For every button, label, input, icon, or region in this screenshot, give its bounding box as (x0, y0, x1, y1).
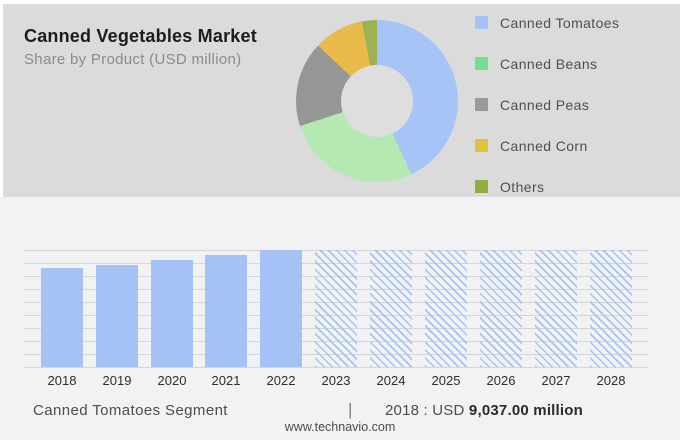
legend-swatch-icon (475, 98, 488, 111)
donut-chart (296, 20, 458, 182)
x-tick-2019: 2019 (102, 373, 132, 388)
legend-item-others: Others (475, 178, 619, 195)
bar-2024 (370, 250, 412, 367)
bar-2019 (96, 265, 138, 367)
bar-2020 (151, 260, 193, 367)
x-tick-2026: 2026 (486, 373, 516, 388)
x-tick-2027: 2027 (541, 373, 571, 388)
bar-2026 (480, 250, 522, 367)
legend-label: Canned Beans (500, 55, 598, 72)
segment-label: Canned Tomatoes Segment (33, 402, 228, 419)
x-tick-2024: 2024 (376, 373, 406, 388)
legend-item-canned-beans: Canned Beans (475, 55, 619, 72)
bar-2028 (590, 250, 632, 367)
donut-legend: Canned Tomatoes Canned Beans Canned Peas Ca… (475, 14, 620, 221)
bar-2021 (205, 255, 247, 367)
legend-label: Canned Tomatoes (500, 14, 620, 31)
legend-swatch-icon (475, 139, 488, 152)
legend-swatch-icon (475, 180, 488, 193)
legend-swatch-icon (475, 57, 488, 70)
x-tick-2022: 2022 (266, 373, 296, 388)
x-tick-2021: 2021 (211, 373, 241, 388)
legend-item-canned-corn: Canned Corn (475, 137, 619, 154)
value-prefix: 2018 : USD (385, 402, 469, 419)
website-url: www.technavio.com (284, 420, 396, 434)
bar-chart-x-axis: 2018 2019 2020 2021 2022 2023 2024 2025 2026 2027… (24, 373, 648, 389)
legend-item-canned-peas: Canned Peas (475, 96, 619, 113)
value-amount: 9,037.00 million (468, 402, 584, 419)
x-tick-2018: 2018 (47, 373, 77, 388)
bar-2023 (315, 250, 357, 367)
x-tick-2020: 2020 (157, 373, 187, 388)
x-tick-2025: 2025 (431, 373, 461, 388)
bar-2022 (260, 250, 302, 367)
x-tick-2028: 2028 (596, 373, 626, 388)
donut-hole (341, 65, 413, 137)
page-title: Canned Vegetables Market (24, 26, 257, 46)
bar-2018 (41, 268, 83, 367)
bar-2027 (535, 250, 577, 367)
segment-value: 2018 : USD 9,037.00 million (385, 402, 583, 419)
header-panel: Canned Vegetables Market Share by Produc… (3, 4, 680, 197)
bar-2025 (425, 250, 467, 367)
legend-item-canned-tomatoes: Canned Tomatoes (475, 14, 620, 31)
legend-swatch-icon (475, 16, 488, 29)
footer-separator: | (348, 400, 353, 419)
legend-label: Canned Peas (500, 96, 590, 113)
bar-chart-plot (24, 250, 648, 368)
x-tick-2023: 2023 (321, 373, 351, 388)
legend-label: Canned Corn (500, 137, 588, 154)
legend-label: Others (500, 178, 545, 195)
page-subtitle: Share by Product (USD million) (24, 51, 242, 68)
